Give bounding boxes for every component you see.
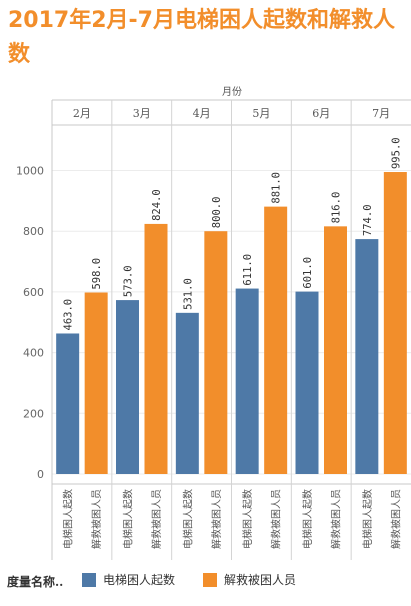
y-tick-label: 600 — [23, 286, 44, 299]
x-category-label: 解救被困人员 — [330, 489, 343, 549]
x-category-label: 解救被困人员 — [210, 489, 223, 549]
column-header: 月份 — [222, 86, 242, 98]
bar[interactable] — [56, 333, 80, 474]
bar[interactable] — [204, 231, 228, 474]
legend-swatch-series-1 — [82, 572, 96, 587]
x-category-label: 电梯困人起数 — [62, 489, 75, 549]
bar-value-label: 598.0 — [91, 258, 103, 290]
y-tick-label: 0 — [37, 468, 44, 481]
month-header: 7月 — [372, 107, 390, 120]
bar-value-label: 824.0 — [151, 189, 163, 221]
bar[interactable] — [144, 223, 168, 474]
x-category-label: 解救被困人员 — [270, 489, 283, 549]
y-tick-label: 400 — [23, 347, 44, 360]
legend-label-series-1: 电梯困人起数 — [103, 573, 176, 587]
bar[interactable] — [295, 291, 319, 474]
bar-value-label: 463.0 — [63, 299, 75, 331]
bar-value-label: 995.0 — [390, 137, 402, 169]
bar-value-label: 774.0 — [362, 204, 374, 236]
bar-chart: 月份 0 200 400 600 800 1000 2月 3月 4月 5月 6月 7月 463.0 5… — [16, 86, 411, 560]
legend-item-series-2[interactable]: 解救被困人员 — [203, 571, 296, 588]
x-category-label: 电梯困人起数 — [361, 489, 374, 549]
month-header: 3月 — [133, 107, 151, 120]
x-category-label: 解救被困人员 — [150, 489, 163, 549]
y-tick-label: 200 — [23, 407, 44, 420]
y-tick-label: 800 — [23, 225, 44, 238]
x-category-label: 电梯困人起数 — [122, 489, 135, 549]
month-header: 5月 — [252, 107, 270, 120]
bar[interactable] — [355, 239, 379, 474]
bar[interactable] — [235, 288, 259, 474]
legend-label-series-2: 解救被困人员 — [224, 573, 297, 587]
legend-item-series-1[interactable]: 电梯困人起数 — [82, 571, 175, 588]
x-category-label: 电梯困人起数 — [241, 489, 254, 549]
bar-value-label: 573.0 — [123, 265, 135, 297]
bar[interactable] — [84, 292, 108, 474]
x-category-label: 电梯困人起数 — [301, 489, 314, 549]
x-category-label: 解救被困人员 — [389, 489, 402, 549]
x-category-label: 电梯困人起数 — [181, 489, 194, 549]
legend-title: 度量名称.. — [7, 575, 64, 589]
bar-value-label: 800.0 — [211, 197, 223, 229]
bar[interactable] — [116, 300, 139, 474]
bar[interactable] — [175, 312, 199, 474]
bar-value-label: 816.0 — [331, 192, 343, 224]
month-header: 6月 — [312, 107, 330, 120]
legend-swatch-series-2 — [203, 572, 217, 587]
bar[interactable] — [383, 172, 407, 474]
bar[interactable] — [264, 206, 288, 474]
bar-value-label: 531.0 — [182, 278, 194, 310]
chart-title: 2017年2月-7月电梯困人起数和解救人数 — [8, 8, 395, 67]
bar-value-label: 881.0 — [271, 172, 283, 204]
legend: 度量名称.. 电梯困人起数 解救被困人员 — [0, 566, 411, 600]
x-category-label: 解救被困人员 — [90, 489, 103, 549]
bar[interactable] — [324, 226, 347, 474]
y-tick-label: 1000 — [16, 165, 44, 178]
bar-value-label: 601.0 — [302, 257, 314, 289]
month-header: 2月 — [73, 107, 91, 120]
month-header: 4月 — [193, 107, 211, 120]
bar-value-label: 611.0 — [242, 254, 254, 286]
